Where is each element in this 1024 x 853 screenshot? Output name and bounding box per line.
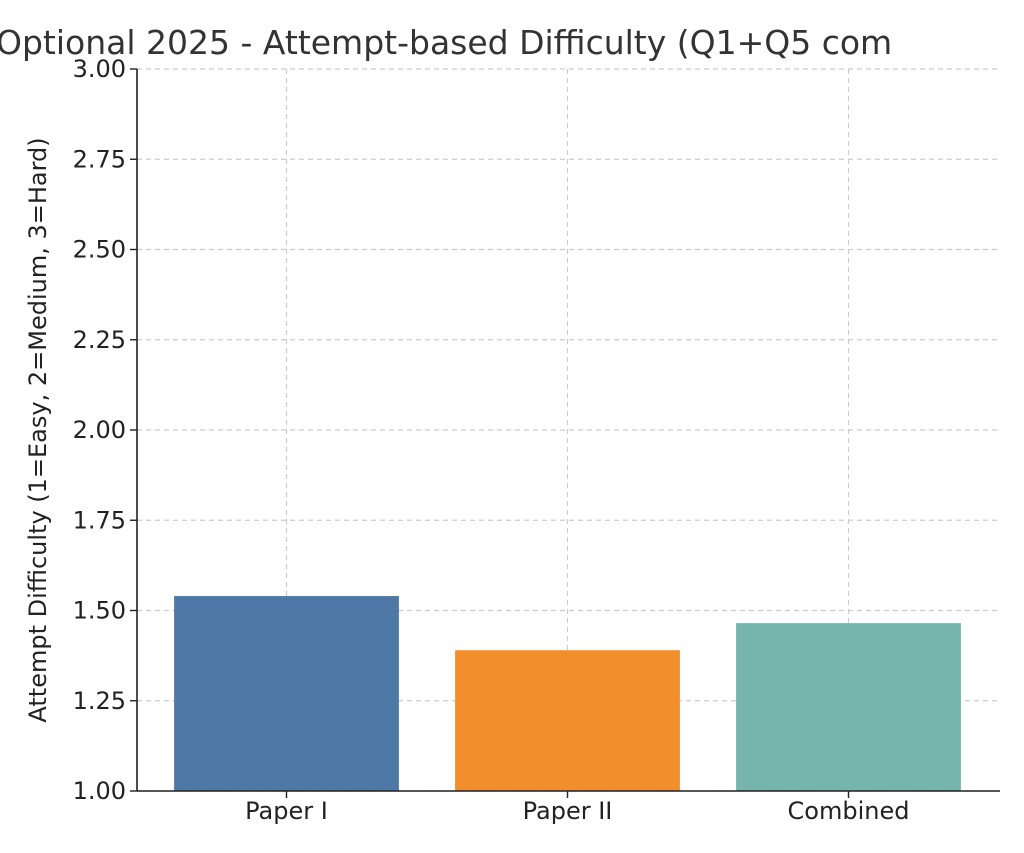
y-tick-label: 1.50 bbox=[73, 597, 126, 625]
y-tick-label: 2.00 bbox=[73, 416, 126, 444]
bars bbox=[174, 596, 961, 791]
y-tick-label: 2.50 bbox=[73, 236, 126, 264]
y-tick-label: 1.25 bbox=[73, 687, 126, 715]
x-tick-label: Paper I bbox=[245, 797, 328, 825]
y-tick-label: 1.00 bbox=[73, 777, 126, 805]
y-axis-label: Attempt Difficulty (1=Easy, 2=Medium, 3=… bbox=[24, 137, 52, 722]
chart-title: Optional 2025 - Attempt-based Difficulty… bbox=[0, 23, 892, 62]
y-tick-label: 2.75 bbox=[73, 145, 126, 173]
x-tick-label: Paper II bbox=[523, 797, 613, 825]
grid-lines bbox=[137, 68, 1000, 792]
y-tick-label: 3.00 bbox=[73, 55, 126, 83]
bar-combined bbox=[736, 623, 961, 791]
bar-paper-i bbox=[174, 596, 399, 791]
x-ticks: Paper I Paper II Combined bbox=[245, 791, 909, 825]
y-tick-label: 1.75 bbox=[73, 506, 126, 534]
y-ticks: 1.00 1.25 1.50 1.75 2.00 2.25 2.50 2.75 3.00 bbox=[73, 55, 137, 805]
y-tick-label: 2.25 bbox=[73, 326, 126, 354]
x-tick-label: Combined bbox=[788, 797, 910, 825]
bar-paper-ii bbox=[455, 650, 680, 791]
